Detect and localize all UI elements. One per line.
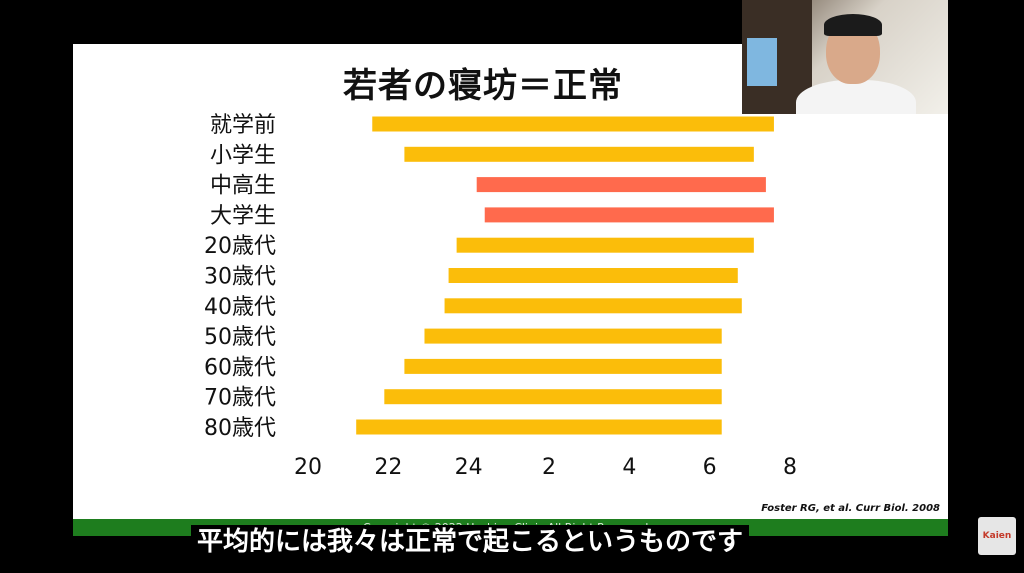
sleep-range-bar bbox=[356, 419, 722, 435]
x-tick-label: 4 bbox=[622, 455, 636, 480]
sleep-range-bar bbox=[484, 207, 774, 223]
sleep-range-bar bbox=[372, 116, 774, 132]
sleep-range-bar bbox=[456, 237, 754, 253]
sleep-range-bar bbox=[448, 268, 738, 283]
sleep-range-bar bbox=[404, 358, 722, 374]
x-tick-label: 8 bbox=[783, 455, 797, 480]
category-label: 就学前 bbox=[210, 113, 276, 138]
kaien-logo: Kaien bbox=[978, 517, 1016, 555]
citation: Foster RG, et al. Curr Biol. 2008 bbox=[761, 503, 940, 514]
category-label: 中高生 bbox=[210, 174, 276, 199]
category-label: 80歳代 bbox=[204, 416, 276, 441]
category-label: 小学生 bbox=[210, 143, 276, 168]
category-label: 40歳代 bbox=[204, 295, 276, 320]
sleep-range-bar bbox=[404, 146, 754, 162]
category-label: 70歳代 bbox=[204, 386, 276, 411]
sleep-range-bar bbox=[384, 389, 722, 405]
x-tick-label: 22 bbox=[374, 455, 402, 480]
x-tick-label: 20 bbox=[294, 455, 322, 480]
x-tick-label: 6 bbox=[703, 455, 717, 480]
sleep-range-bar bbox=[476, 177, 766, 193]
sleep-range-bar bbox=[444, 298, 742, 314]
presenter-body bbox=[796, 80, 916, 114]
poster bbox=[747, 38, 777, 86]
slide-title: 若者の寝坊＝正常 bbox=[343, 66, 623, 106]
category-label: 60歳代 bbox=[204, 355, 276, 380]
x-tick-label: 24 bbox=[455, 455, 483, 480]
slide: 若者の寝坊＝正常 就学前小学生中高生大学生 20歳代 30歳代 40歳代 50歳代 60歳… bbox=[73, 44, 948, 536]
x-tick-label: 2 bbox=[542, 455, 556, 480]
category-label: 50歳代 bbox=[204, 325, 276, 350]
caption-subtitle: 平均的には我々は正常で起こるというものです bbox=[191, 525, 750, 559]
category-label: 大学生 bbox=[210, 204, 276, 229]
category-label: 30歳代 bbox=[204, 265, 276, 290]
webcam-presenter-video bbox=[742, 0, 948, 114]
category-label: 20歳代 bbox=[204, 234, 276, 259]
sleep-range-bar bbox=[424, 328, 722, 344]
presenter-hair bbox=[824, 14, 882, 36]
